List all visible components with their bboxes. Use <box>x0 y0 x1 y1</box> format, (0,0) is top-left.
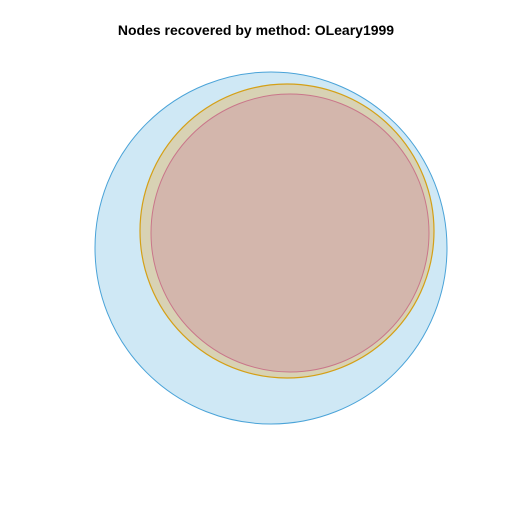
figure-title: Nodes recovered by method: OLeary1999 <box>117 22 395 38</box>
inner-set-circle <box>150 93 430 373</box>
